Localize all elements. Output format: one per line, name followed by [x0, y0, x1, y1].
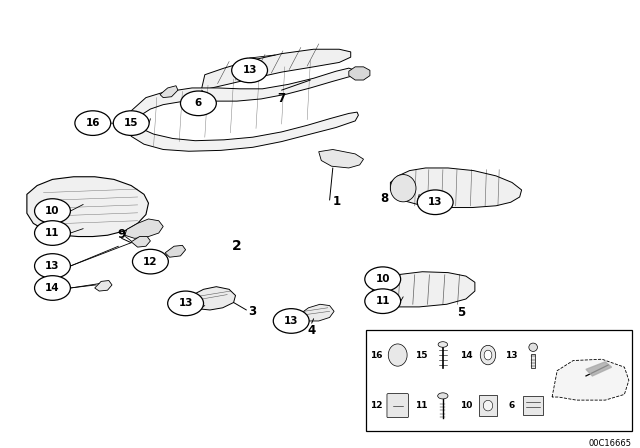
- Text: 9: 9: [118, 228, 125, 241]
- Text: 3: 3: [248, 305, 257, 318]
- Text: 10: 10: [460, 401, 472, 410]
- Circle shape: [75, 111, 111, 135]
- Text: 10: 10: [45, 206, 60, 216]
- Text: 4: 4: [308, 324, 316, 337]
- Circle shape: [232, 58, 268, 83]
- Text: 11: 11: [376, 296, 390, 306]
- Text: 14: 14: [45, 283, 60, 293]
- Ellipse shape: [529, 343, 538, 351]
- FancyBboxPatch shape: [387, 394, 408, 418]
- Polygon shape: [552, 359, 629, 400]
- Text: 1: 1: [333, 195, 341, 208]
- Polygon shape: [189, 287, 236, 310]
- Circle shape: [35, 199, 70, 224]
- Bar: [366, 330, 632, 431]
- Text: 2: 2: [232, 239, 242, 253]
- Text: 6: 6: [195, 98, 202, 108]
- Text: 13: 13: [45, 261, 60, 271]
- Polygon shape: [128, 68, 358, 151]
- Text: 11: 11: [415, 401, 428, 410]
- Bar: [531, 353, 535, 367]
- Text: 14: 14: [460, 350, 472, 360]
- Polygon shape: [95, 280, 112, 291]
- Polygon shape: [366, 272, 475, 307]
- Polygon shape: [160, 86, 178, 98]
- Ellipse shape: [480, 345, 496, 365]
- Text: 15: 15: [415, 350, 428, 360]
- Bar: [479, 395, 497, 416]
- Polygon shape: [300, 304, 334, 321]
- Ellipse shape: [390, 175, 416, 202]
- Text: 16: 16: [86, 118, 100, 128]
- Ellipse shape: [388, 344, 407, 366]
- Circle shape: [35, 254, 70, 278]
- Ellipse shape: [438, 393, 448, 399]
- Bar: [523, 396, 543, 415]
- Polygon shape: [131, 237, 150, 247]
- Circle shape: [365, 267, 401, 292]
- Text: 12: 12: [370, 401, 382, 410]
- Polygon shape: [319, 150, 364, 168]
- Circle shape: [273, 309, 309, 333]
- Circle shape: [113, 111, 149, 135]
- Text: 13: 13: [179, 298, 193, 308]
- Text: 16: 16: [370, 350, 382, 360]
- Polygon shape: [586, 362, 612, 376]
- Text: 11: 11: [45, 228, 60, 238]
- Circle shape: [180, 91, 216, 116]
- Text: 8: 8: [380, 192, 388, 205]
- Ellipse shape: [438, 342, 447, 347]
- Polygon shape: [125, 219, 163, 238]
- Text: 10: 10: [376, 274, 390, 284]
- Polygon shape: [390, 168, 522, 207]
- Text: 13: 13: [428, 197, 442, 207]
- Text: 6: 6: [508, 401, 515, 410]
- Polygon shape: [165, 246, 186, 257]
- Polygon shape: [27, 177, 148, 237]
- Text: 13: 13: [505, 350, 518, 360]
- Text: 00C16665: 00C16665: [589, 439, 632, 448]
- Circle shape: [417, 190, 453, 215]
- Polygon shape: [202, 49, 351, 89]
- Ellipse shape: [483, 401, 493, 411]
- Text: 15: 15: [124, 118, 138, 128]
- Text: 12: 12: [143, 257, 157, 267]
- Circle shape: [168, 291, 204, 316]
- Polygon shape: [349, 67, 370, 80]
- Ellipse shape: [484, 350, 492, 360]
- Circle shape: [365, 289, 401, 314]
- Circle shape: [132, 249, 168, 274]
- Circle shape: [35, 221, 70, 246]
- Circle shape: [35, 276, 70, 300]
- Text: 7: 7: [278, 92, 285, 105]
- Text: 13: 13: [243, 65, 257, 75]
- Text: 5: 5: [457, 306, 465, 319]
- Text: 13: 13: [284, 316, 298, 326]
